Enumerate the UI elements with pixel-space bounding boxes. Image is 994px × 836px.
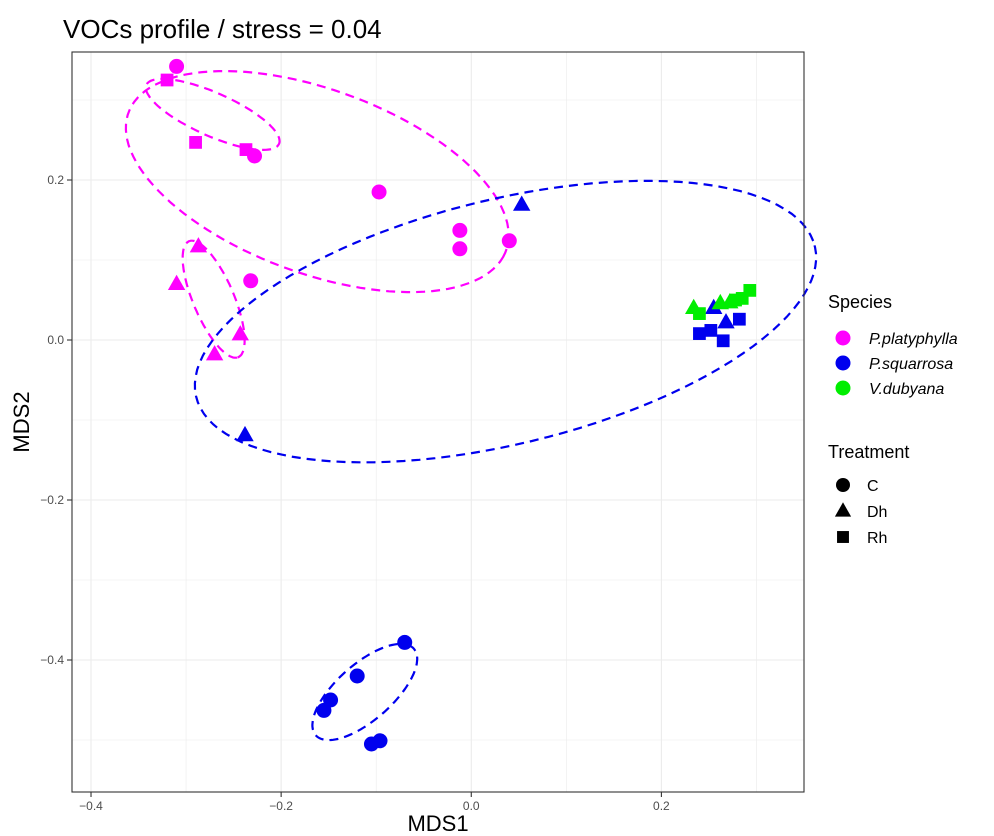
confidence-ellipse <box>181 239 246 359</box>
data-point <box>452 222 468 238</box>
data-point <box>169 58 185 74</box>
data-point <box>716 334 730 348</box>
data-point <box>717 313 735 329</box>
treatment-legend-key <box>836 478 850 492</box>
data-point <box>513 195 531 211</box>
treatment-legend-label: Dh <box>867 504 887 521</box>
species-legend-label: V.dubyana <box>869 381 944 398</box>
data-points <box>160 58 757 752</box>
data-point <box>231 325 249 341</box>
data-point <box>371 184 387 200</box>
data-point <box>205 345 224 361</box>
data-point <box>189 237 208 253</box>
data-point <box>743 284 757 297</box>
data-point <box>501 233 517 249</box>
data-point <box>167 274 186 290</box>
confidence-ellipse <box>311 642 419 742</box>
data-point <box>452 241 468 257</box>
confidence-ellipse <box>144 77 281 151</box>
x-tick-label: −0.4 <box>79 799 103 813</box>
data-point <box>239 143 253 156</box>
y-tick-label: −0.2 <box>40 493 64 507</box>
species-legend-key <box>835 330 851 346</box>
x-axis-label: MDS1 <box>407 811 468 836</box>
y-tick-label: 0.0 <box>47 333 64 347</box>
species-legend-label: P.platyphylla <box>869 331 958 348</box>
data-point <box>693 327 706 340</box>
plot-panel-border <box>71 51 805 793</box>
species-legend-title: Species <box>828 292 892 312</box>
y-tick-label: −0.4 <box>40 653 64 667</box>
treatment-legend: Treatment C Dh Rh <box>828 442 909 547</box>
data-point <box>189 136 202 149</box>
y-tick-label: 0.2 <box>47 173 64 187</box>
chart-title: VOCs profile / stress = 0.04 <box>63 14 382 44</box>
data-point <box>693 307 706 320</box>
data-point <box>349 668 365 684</box>
data-point <box>236 425 254 442</box>
treatment-legend-label: Rh <box>867 530 887 547</box>
data-point <box>732 312 746 326</box>
axes: −0.4 −0.2 0.0 0.2 −0.4 −0.2 0.0 0.2 <box>40 173 670 813</box>
treatment-legend-label: C <box>867 478 879 495</box>
grid <box>72 52 804 792</box>
treatment-legend-key <box>837 531 849 543</box>
species-legend-label: P.squarrosa <box>869 356 953 373</box>
x-tick-label: 0.0 <box>463 799 480 813</box>
confidence-ellipse <box>193 179 818 464</box>
x-tick-label: −0.2 <box>269 799 293 813</box>
data-point <box>243 273 259 289</box>
species-legend: Species P.platyphylla P.squarrosa V.dubyan… <box>828 292 958 398</box>
data-point <box>372 733 388 749</box>
treatment-legend-title: Treatment <box>828 442 909 462</box>
data-point <box>316 702 332 718</box>
y-axis-label: MDS2 <box>9 391 34 452</box>
treatment-legend-key <box>834 502 852 517</box>
species-legend-key <box>835 380 851 396</box>
data-point <box>160 73 174 87</box>
data-point <box>397 634 413 650</box>
confidence-ellipses <box>124 69 818 742</box>
data-point <box>704 324 718 337</box>
species-legend-key <box>835 355 851 371</box>
x-tick-label: 0.2 <box>653 799 670 813</box>
